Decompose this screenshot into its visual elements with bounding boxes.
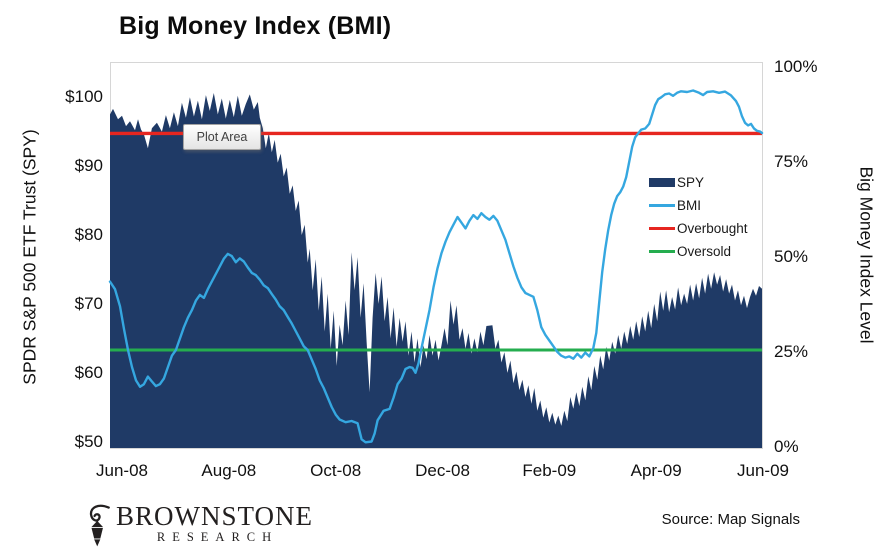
left-axis-tick: $70: [74, 293, 103, 313]
right-axis-tick: 25%: [774, 341, 809, 361]
legend-swatch-oversold: [649, 249, 675, 253]
left-axis-tick: $90: [74, 156, 103, 176]
x-axis-tick: Feb-09: [522, 461, 577, 480]
x-axis-tick: Jun-09: [737, 461, 789, 480]
left-axis-tick: $60: [74, 362, 103, 382]
chart-title: Big Money Index (BMI): [119, 12, 392, 40]
right-axis-tick: 100%: [774, 56, 818, 76]
right-axis-tick: 75%: [774, 151, 809, 171]
left-axis-title: SPDR S&P 500 ETF Trust (SPY): [19, 129, 40, 385]
brand-subtitle: RESEARCH: [156, 530, 279, 544]
legend-label: BMI: [677, 197, 702, 213]
legend-label: Overbought: [677, 220, 748, 236]
x-axis-tick: Jun-08: [96, 461, 148, 480]
right-axis-tick: 50%: [774, 246, 809, 266]
legend-label: SPY: [677, 174, 705, 190]
spy-area-series: [110, 93, 762, 448]
source-credit: Source: Map Signals: [661, 511, 800, 528]
x-axis-tick: Dec-08: [415, 461, 470, 480]
x-axis-tick: Apr-09: [630, 461, 682, 480]
legend-item-oversold[interactable]: Oversold: [649, 242, 748, 260]
left-axis-tick: $80: [74, 225, 103, 244]
left-axis-tick: $100: [65, 87, 103, 107]
lamppost-icon: [89, 504, 110, 547]
left-axis-tick: $50: [74, 431, 103, 451]
plot-area-tooltip: Plot Area: [183, 124, 261, 150]
chart-legend[interactable]: SPY BMI Overbought Oversold: [649, 173, 748, 260]
brand-logo: BROWNSTONE RESEARCH: [84, 502, 313, 552]
chart-plot[interactable]: [0, 0, 895, 500]
x-axis-tick: Oct-08: [310, 461, 362, 480]
legend-item-spy[interactable]: SPY: [649, 173, 748, 191]
right-axis-title: Big Money Index Level: [856, 166, 877, 344]
legend-swatch-overbought: [649, 226, 675, 230]
brand-name: BROWNSTONE: [116, 501, 314, 531]
legend-swatch-bmi: [649, 203, 675, 207]
x-axis-tick: Aug-08: [201, 461, 257, 480]
legend-item-bmi[interactable]: BMI: [649, 196, 748, 214]
bmi-line-series: [108, 89, 764, 444]
legend-swatch-spy: [649, 177, 675, 187]
legend-item-overbought[interactable]: Overbought: [649, 219, 748, 237]
right-axis-tick: 0%: [774, 436, 799, 456]
legend-label: Oversold: [677, 243, 732, 259]
